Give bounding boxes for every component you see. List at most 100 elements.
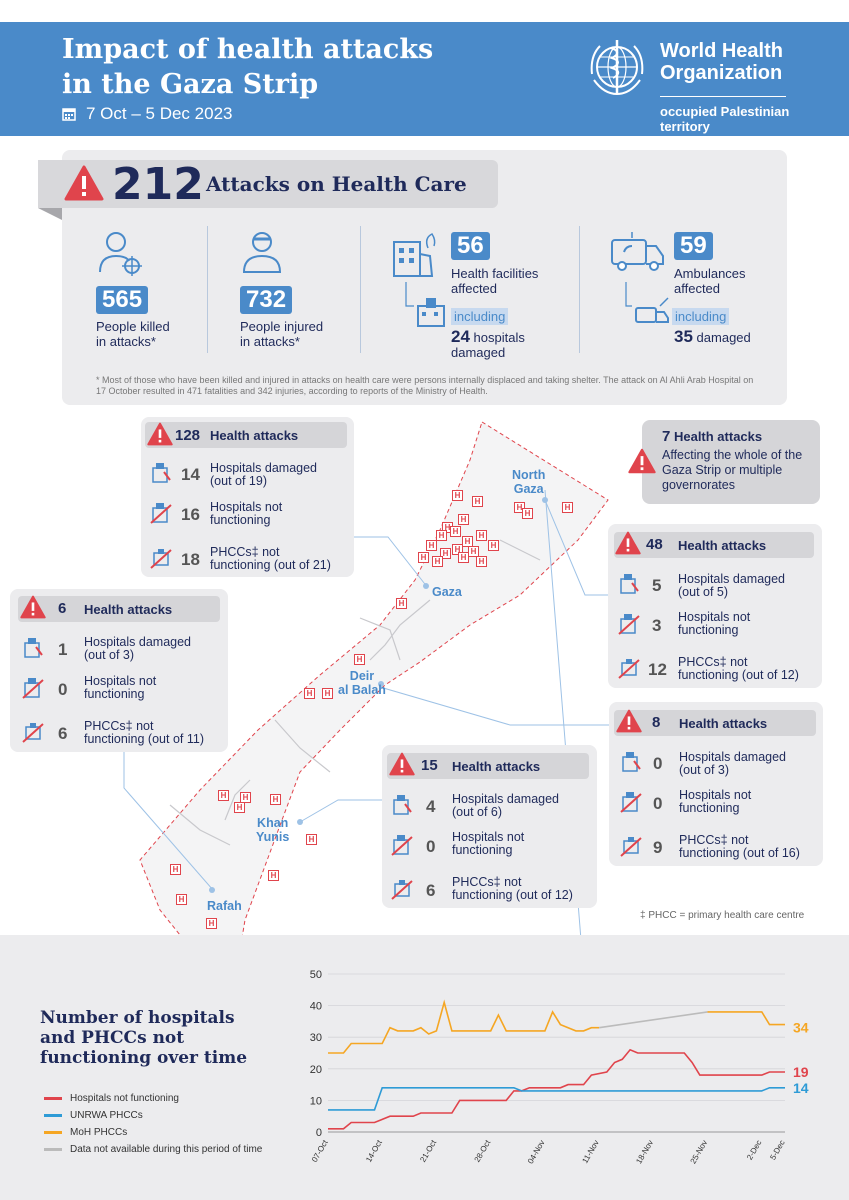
deir-r3-text: PHCCs‡ not functioning (out of 16) (679, 834, 800, 860)
hospital-marker-icon: H (396, 598, 407, 609)
deir-attack-count: 8 (652, 714, 661, 731)
north-r3-line-2: functioning (out of 12) (678, 668, 799, 682)
khan-r3-line-2: functioning (out of 12) (452, 888, 573, 902)
rafah-attack-label: Health attacks (84, 602, 173, 617)
series-end-label: 34 (793, 1020, 809, 1036)
y-tick-label: 20 (310, 1064, 322, 1076)
hospital-damaged-icon (152, 463, 171, 483)
hospital-marker-icon: H (206, 918, 217, 929)
deir-r3-line-2: functioning (out of 16) (679, 846, 800, 860)
total-attacks-number: 212 (112, 159, 204, 210)
north-r1-line-2: (out of 5) (678, 585, 729, 599)
org-line-1: World Health (660, 40, 783, 62)
box-header (18, 596, 220, 622)
warning-icon (64, 165, 104, 201)
north-attack-count: 48 (646, 536, 663, 553)
rafah-r3-line-1: PHCCs‡ not (84, 719, 154, 733)
hospital-marker-icon: H (268, 870, 279, 881)
gaza-r1-line-2: (out of 19) (210, 474, 267, 488)
legend-swatch (44, 1114, 62, 1117)
hospital-marker-icon: H (488, 540, 499, 551)
rafah-r1-line-1: Hospitals damaged (84, 635, 192, 649)
north-r1-number: 5 (652, 576, 662, 595)
governorate-borders (169, 539, 541, 846)
legend-label: Hospitals not functioning (70, 1093, 179, 1104)
connector-hospital-icon (405, 282, 445, 327)
hospitals-damaged-label: hospitals (473, 330, 525, 345)
north-r1-text: Hospitals damaged (out of 5) (678, 573, 785, 599)
x-tick-label: 21-Oct (418, 1138, 438, 1164)
hospital-not-functioning-icon (391, 835, 413, 856)
rafah-attack-count: 6 (58, 600, 67, 617)
hospital-marker-icon: H (432, 556, 443, 567)
deir-r1-number: 0 (653, 754, 663, 773)
deir-r2-line-1: Hospitals not (679, 788, 752, 802)
gaza-attack-count: 128 (175, 427, 201, 444)
whole-strip-heading: 7 Health attacks (662, 428, 762, 445)
khan-r2-text: Hospitals not functioning (452, 831, 524, 857)
killed-label-1: People killed (96, 319, 170, 334)
khan-r1-text: Hospitals damaged (out of 6) (452, 793, 559, 819)
hospital-marker-icon: H (270, 794, 281, 805)
whole-desc-2: Gaza Strip or multiple (662, 463, 783, 477)
hospital-marker-icon: H (458, 552, 469, 563)
place-north-gaza: North Gaza (512, 468, 545, 496)
hospital-marker-icon: H (458, 514, 469, 525)
x-tick-label: 07-Oct (310, 1138, 330, 1164)
hospital-marker-icon: H (452, 490, 463, 501)
series-line (707, 1011, 785, 1026)
title-line-1: Impact of health attacks (62, 34, 434, 65)
facilities-number: 56 (451, 232, 490, 260)
separator (207, 226, 208, 353)
org-line-2: Organization (660, 62, 783, 84)
total-banner (38, 160, 498, 208)
page-title: Impact of health attacks in the Gaza Str… (62, 32, 442, 102)
hospital-marker-icon: H (170, 864, 181, 875)
gaza-r2-text: Hospitals not functioning (210, 501, 282, 527)
place-gaza: Gaza (432, 585, 462, 599)
phcc-footnote: ‡ PHCC = primary health care centre (640, 910, 805, 921)
killed-label: People killed in attacks* (96, 319, 170, 349)
y-tick-label: 50 (310, 969, 322, 981)
whole-desc-3: governorates (662, 478, 735, 492)
deir-r2-number: 0 (653, 794, 663, 813)
legend-item: UNRWA PHCCs (44, 1107, 262, 1124)
hospitals-damaged-label-2: damaged (451, 345, 506, 360)
hospital-marker-icon: H (476, 556, 487, 567)
header-banner: Impact of health attacks in the Gaza Str… (0, 22, 849, 136)
chart-legend: Hospitals not functioning UNRWA PHCCs MoH … (44, 1090, 262, 1158)
warning-icon (147, 422, 173, 446)
connector-ambulance-icon (625, 282, 669, 323)
gaza-r1-text: Hospitals damaged (out of 19) (210, 462, 317, 488)
deir-r3-number: 9 (653, 838, 663, 857)
deir-line-1: Deir (349, 669, 375, 683)
x-tick-label: 28-Oct (473, 1138, 493, 1164)
line-chart: 0 10 20 30 40 50 07-Oct 14-Oct 21-Oct 28-Oct 04-No… (310, 969, 809, 1165)
gaza-r2-number: 16 (181, 505, 200, 524)
hospital-marker-icon: H (514, 502, 525, 513)
warning-icon (616, 709, 642, 733)
series-line (598, 1011, 708, 1029)
place-rafah: Rafah (207, 899, 242, 913)
khan-r1-number: 4 (426, 797, 436, 816)
legend-label: Data not available during this period of… (70, 1144, 263, 1155)
place-khan-yunis: Khan Yunis (256, 816, 289, 844)
deir-dot (378, 681, 384, 687)
box-header (145, 422, 347, 448)
hospital-marker-icon: H (450, 526, 461, 537)
hospital-damaged-icon (393, 795, 412, 815)
x-tick-label: 5-Dec (768, 1139, 786, 1162)
north-attack-label: Health attacks (678, 538, 767, 553)
khan-attack-count: 15 (421, 757, 438, 774)
facilities-label-1: Health facilities (451, 266, 539, 281)
gaza-attack-label: Health attacks (210, 428, 299, 443)
injured-person-icon (242, 232, 282, 273)
including-label: including (672, 308, 730, 325)
person-target-icon (99, 232, 142, 276)
chart-title: Number of hospitals and PHCCs not functi… (40, 1008, 248, 1068)
place-deir-al-balah: Deir al Balah (338, 669, 386, 697)
rafah-r2-line-1: Hospitals not (84, 674, 157, 688)
y-tick-label: 40 (310, 1001, 322, 1013)
legend-label: MoH PHCCs (70, 1127, 128, 1138)
series-line (328, 1087, 785, 1111)
